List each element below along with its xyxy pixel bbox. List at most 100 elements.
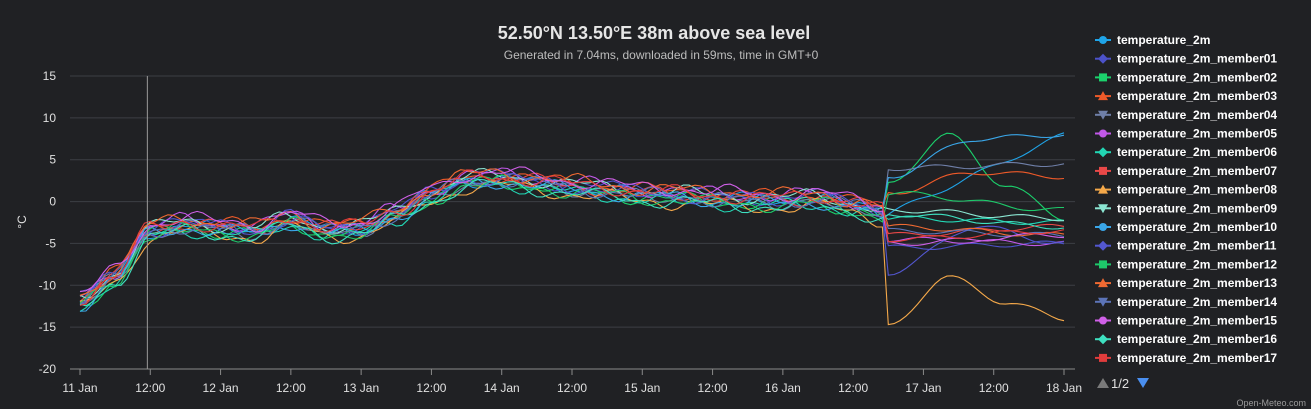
legend-label: temperature_2m_member07 <box>1117 164 1277 178</box>
legend-prev-icon[interactable] <box>1097 378 1109 388</box>
legend-item-temperature_2m_member01[interactable]: temperature_2m_member01 <box>1095 52 1277 66</box>
legend-navigation[interactable]: 1/2 <box>1097 376 1149 391</box>
legend-item-temperature_2m_member13[interactable]: temperature_2m_member13 <box>1095 276 1277 290</box>
diamond-marker-icon <box>1098 240 1108 251</box>
legend-label: temperature_2m_member03 <box>1117 89 1277 103</box>
x-tick-label: 12:00 <box>979 381 1009 395</box>
series-line-temperature_2m_member10[interactable] <box>79 134 1065 312</box>
legend-label: temperature_2m_member08 <box>1117 183 1277 197</box>
legend-item-temperature_2m_member03[interactable]: temperature_2m_member03 <box>1095 89 1277 103</box>
series-line-temperature_2m_member08[interactable] <box>79 180 1065 326</box>
series-line-temperature_2m_member02[interactable] <box>79 132 1065 307</box>
circle-marker-icon <box>1099 36 1107 44</box>
legend-item-temperature_2m_member05[interactable]: temperature_2m_member05 <box>1095 127 1277 141</box>
legend-item-temperature_2m_member12[interactable]: temperature_2m_member12 <box>1095 257 1277 271</box>
legend-item-temperature_2m_member08[interactable]: temperature_2m_member08 <box>1095 183 1277 197</box>
legend-item-temperature_2m_member14[interactable]: temperature_2m_member14 <box>1095 295 1277 309</box>
legend-label: temperature_2m_member11 <box>1117 239 1277 253</box>
legend-item-temperature_2m_member10[interactable]: temperature_2m_member10 <box>1095 220 1277 234</box>
legend-label: temperature_2m_member16 <box>1117 332 1277 346</box>
x-tick-label: 17 Jan <box>905 381 941 395</box>
triangle-marker-icon <box>1098 91 1108 101</box>
plot-area[interactable] <box>79 132 1065 326</box>
triangle-down-marker-icon <box>1098 297 1108 307</box>
credit-text[interactable]: Open-Meteo.com <box>1236 398 1306 408</box>
square-marker-icon <box>1099 73 1107 82</box>
grid <box>70 75 1075 370</box>
y-tick-label: 15 <box>43 69 57 83</box>
legend-label: temperature_2m_member10 <box>1117 220 1277 234</box>
legend-label: temperature_2m_member05 <box>1117 127 1277 141</box>
legend-label: temperature_2m_member01 <box>1117 52 1277 66</box>
x-tick-label: 12:00 <box>276 381 306 395</box>
x-tick-label: 16 Jan <box>765 381 801 395</box>
legend-label: temperature_2m <box>1117 33 1210 47</box>
x-tick-label: 12:00 <box>838 381 868 395</box>
legend-page-indicator: 1/2 <box>1111 376 1129 391</box>
y-axis-label: °C <box>15 215 29 229</box>
square-marker-icon <box>1099 353 1107 362</box>
y-tick-label: 10 <box>43 111 57 125</box>
x-tick-label: 12:00 <box>135 381 165 395</box>
series-line-temperature_2m_member01[interactable] <box>79 168 1065 293</box>
chart-title: 52.50°N 13.50°E 38m above sea level <box>498 23 811 43</box>
square-marker-icon <box>1099 166 1107 175</box>
legend-label: temperature_2m_member12 <box>1117 257 1277 271</box>
x-tick-label: 12:00 <box>698 381 728 395</box>
legend-next-icon[interactable] <box>1137 378 1149 388</box>
chart-subtitle: Generated in 7.04ms, downloaded in 59ms,… <box>504 48 819 62</box>
series-line-temperature_2m_member16[interactable] <box>79 178 1065 307</box>
triangle-marker-icon <box>1098 278 1108 288</box>
series-line-temperature_2m_member13[interactable] <box>79 168 1065 296</box>
circle-marker-icon <box>1099 129 1107 138</box>
x-axis: 11 Jan 12:00 12 Jan 12:00 13 Jan 12:00 14 Jan 1… <box>62 369 1082 395</box>
legend-label: temperature_2m_member14 <box>1117 295 1277 309</box>
y-tick-label: -10 <box>39 278 57 292</box>
legend-item-temperature_2m[interactable]: temperature_2m <box>1095 33 1210 47</box>
y-axis: 15 10 5 0 -5 -10 -15 -20 <box>39 69 57 376</box>
y-tick-label: -5 <box>45 236 56 250</box>
legend-item-temperature_2m_member17[interactable]: temperature_2m_member17 <box>1095 351 1277 365</box>
legend-label: temperature_2m_member15 <box>1117 314 1277 328</box>
triangle-down-marker-icon <box>1098 204 1108 214</box>
legend-item-temperature_2m_member15[interactable]: temperature_2m_member15 <box>1095 314 1277 328</box>
circle-marker-icon <box>1099 316 1107 325</box>
triangle-marker-icon <box>1098 184 1108 194</box>
x-tick-label: 15 Jan <box>624 381 660 395</box>
y-tick-label: 5 <box>49 153 56 167</box>
legend[interactable]: temperature_2m temperature_2m_member01tem… <box>1095 33 1277 365</box>
legend-label: temperature_2m_member13 <box>1117 276 1277 290</box>
legend-label: temperature_2m_member17 <box>1117 351 1277 365</box>
x-tick-label: 12:00 <box>416 381 446 395</box>
y-tick-label: -15 <box>39 320 57 334</box>
diamond-marker-icon <box>1098 334 1108 345</box>
y-tick-label: 0 <box>49 195 56 209</box>
y-tick-label: -20 <box>39 362 57 376</box>
legend-item-temperature_2m_member02[interactable]: temperature_2m_member02 <box>1095 70 1277 84</box>
legend-label: temperature_2m_member04 <box>1117 108 1277 122</box>
x-tick-label: 13 Jan <box>343 381 379 395</box>
legend-label: temperature_2m_member09 <box>1117 201 1277 215</box>
diamond-marker-icon <box>1098 53 1108 64</box>
legend-item-temperature_2m_member11[interactable]: temperature_2m_member11 <box>1095 239 1277 253</box>
x-tick-label: 14 Jan <box>484 381 520 395</box>
series-line-temperature_2m_member11[interactable] <box>79 173 1065 306</box>
x-tick-label: 12 Jan <box>203 381 239 395</box>
diamond-marker-icon <box>1098 147 1108 158</box>
legend-label: temperature_2m_member02 <box>1117 70 1277 84</box>
legend-item-temperature_2m_member06[interactable]: temperature_2m_member06 <box>1095 145 1277 159</box>
legend-item-temperature_2m_member16[interactable]: temperature_2m_member16 <box>1095 332 1277 346</box>
legend-label: temperature_2m_member06 <box>1117 145 1277 159</box>
legend-item-temperature_2m_member07[interactable]: temperature_2m_member07 <box>1095 164 1277 178</box>
legend-item-temperature_2m_member04[interactable]: temperature_2m_member04 <box>1095 108 1277 122</box>
triangle-down-marker-icon <box>1098 110 1108 120</box>
square-marker-icon <box>1099 260 1107 269</box>
circle-marker-icon <box>1099 223 1107 231</box>
series-line-temperature_2m_member15[interactable] <box>79 166 1065 292</box>
x-tick-label: 11 Jan <box>62 381 97 395</box>
legend-item-temperature_2m_member09[interactable]: temperature_2m_member09 <box>1095 201 1277 215</box>
series-line-temperature_2m_member17[interactable] <box>79 169 1065 306</box>
x-tick-label: 12:00 <box>557 381 587 395</box>
x-tick-label: 18 Jan <box>1046 381 1082 395</box>
